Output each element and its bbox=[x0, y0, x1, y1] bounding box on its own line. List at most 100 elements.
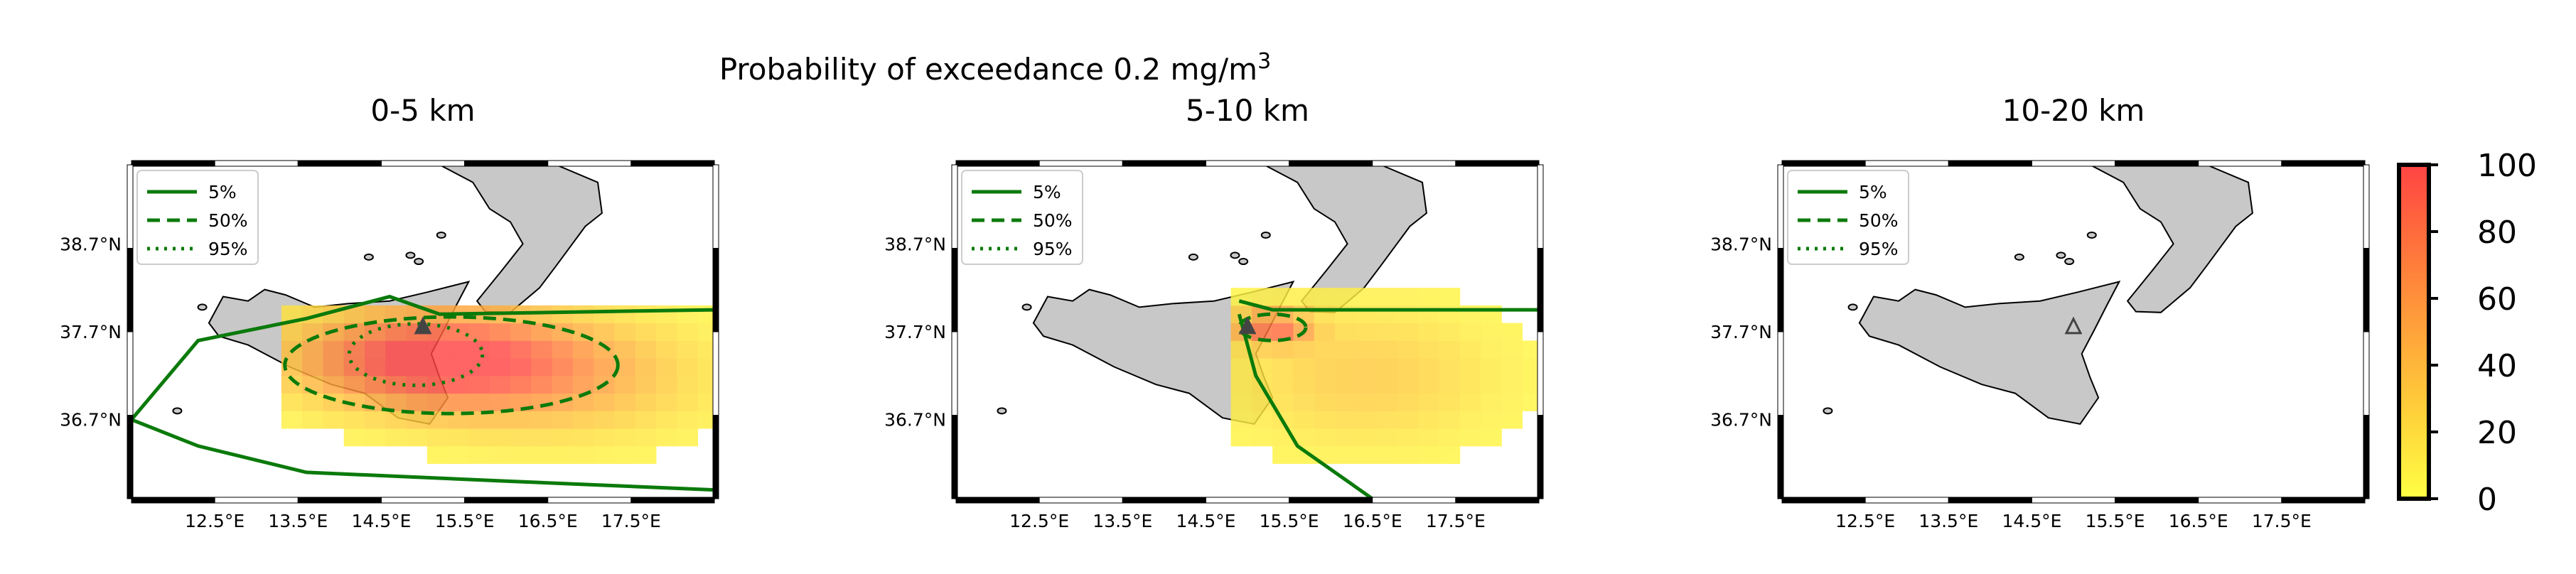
grid-cell bbox=[677, 358, 699, 377]
colorbar-tick-label: 100 bbox=[2477, 148, 2537, 184]
grid-cell bbox=[323, 411, 345, 429]
grid-cell bbox=[323, 358, 345, 377]
y-tick-label: 38.7°N bbox=[60, 234, 122, 254]
grid-cell bbox=[1293, 393, 1315, 411]
probability-grid bbox=[281, 305, 714, 465]
volcano-marker bbox=[1238, 316, 1257, 335]
grid-cell bbox=[1251, 340, 1273, 359]
y-tick-label: 38.7°N bbox=[1710, 234, 1772, 254]
y-tick-label: 36.7°N bbox=[60, 410, 122, 430]
contour-5pct bbox=[132, 294, 714, 492]
x-tick-label: 17.5°E bbox=[1426, 511, 1486, 531]
island bbox=[2086, 231, 2097, 239]
colorbar-gradient bbox=[2397, 163, 2431, 501]
y-tick-label: 37.7°N bbox=[60, 322, 122, 342]
grid-cell bbox=[406, 428, 428, 447]
contour-95pct bbox=[347, 322, 485, 387]
grid-cell bbox=[448, 358, 469, 377]
grid-cell bbox=[552, 305, 574, 324]
volcano-marker bbox=[2064, 316, 2083, 335]
grid-cell bbox=[677, 393, 699, 411]
grid-cell bbox=[1272, 340, 1294, 359]
volcano-marker bbox=[414, 316, 432, 335]
grid-cell bbox=[1459, 358, 1481, 377]
grid-cell bbox=[323, 375, 345, 394]
y-tick-label: 37.7°N bbox=[1710, 322, 1772, 342]
grid-cell bbox=[1335, 288, 1356, 306]
x-tick-label: 16.5°E bbox=[1343, 511, 1402, 531]
grid-cell bbox=[365, 305, 386, 324]
grid-cell bbox=[1459, 323, 1481, 341]
grid-cell bbox=[614, 375, 636, 394]
grid-cell bbox=[489, 428, 511, 447]
land-calabria bbox=[2065, 165, 2253, 313]
island bbox=[197, 303, 208, 311]
x-tick-label: 16.5°E bbox=[2169, 511, 2228, 531]
x-tick-label: 12.5°E bbox=[1009, 511, 1069, 531]
grid-cell bbox=[281, 411, 303, 429]
grid-cell bbox=[697, 375, 714, 394]
grid-cell bbox=[594, 305, 615, 324]
panel-title: 10-20 km bbox=[2002, 93, 2145, 128]
grid-cell bbox=[697, 340, 714, 359]
colorbar-tick-label: 20 bbox=[2477, 415, 2517, 451]
grid-cell bbox=[385, 358, 407, 377]
grid-cell bbox=[614, 445, 636, 465]
legend-label: 5% bbox=[208, 182, 237, 202]
grid-cell bbox=[656, 323, 677, 341]
contour-5pct bbox=[1237, 299, 1539, 499]
grid-cell bbox=[1459, 340, 1481, 359]
colorbar-tick-label: 60 bbox=[2477, 281, 2517, 318]
grid-cell bbox=[1314, 323, 1336, 341]
grid-cell bbox=[448, 393, 469, 411]
grid-cell bbox=[1481, 428, 1502, 447]
grid-cell bbox=[697, 358, 714, 377]
grid-cell bbox=[1335, 411, 1356, 429]
grid-cell bbox=[510, 340, 532, 359]
grid-cell bbox=[1335, 445, 1356, 465]
grid-cell bbox=[697, 411, 714, 429]
grid-cell bbox=[510, 445, 532, 465]
legend-label: 95% bbox=[208, 239, 248, 259]
panel-2: 5-10 km 12.5°E 13.5°E 14.5°E 15.5°E 16.5°E 17.… bbox=[884, 93, 1544, 531]
grid-cell bbox=[1376, 411, 1398, 429]
grid-cell bbox=[614, 428, 636, 447]
grid-cell bbox=[614, 393, 636, 411]
grid-cell bbox=[510, 411, 532, 429]
grid-cell bbox=[572, 375, 594, 394]
grid-cell bbox=[1439, 375, 1461, 394]
grid-cell bbox=[1356, 393, 1378, 411]
grid-cell bbox=[385, 393, 407, 411]
legend-label: 5% bbox=[1033, 182, 1061, 202]
grid-cell bbox=[1230, 393, 1252, 411]
grid-cell bbox=[677, 411, 699, 429]
grid-cell bbox=[1481, 375, 1502, 394]
grid-cell bbox=[1335, 358, 1356, 377]
grid-cell bbox=[1481, 411, 1502, 429]
grid-cell bbox=[468, 375, 490, 394]
grid-cell bbox=[489, 393, 511, 411]
grid-cell bbox=[365, 428, 386, 447]
grid-cell bbox=[1439, 393, 1461, 411]
grid-cell bbox=[426, 445, 449, 465]
grid-cell bbox=[552, 375, 574, 394]
island bbox=[363, 253, 374, 261]
grid-cell bbox=[1397, 393, 1419, 411]
grid-cell bbox=[489, 411, 511, 429]
grid-cell bbox=[1376, 340, 1398, 359]
grid-cell bbox=[1314, 428, 1336, 447]
grid-cell bbox=[1293, 288, 1315, 306]
grid-cell bbox=[531, 393, 553, 411]
grid-cell bbox=[468, 323, 490, 341]
grid-cell bbox=[531, 445, 553, 465]
contour-50pct bbox=[1237, 312, 1308, 342]
legend: 5% 50% 95% bbox=[961, 170, 1083, 265]
legend-label: 50% bbox=[1033, 210, 1073, 231]
x-tick-label: 15.5°E bbox=[2086, 511, 2145, 531]
grid-cell bbox=[1356, 340, 1378, 359]
island bbox=[1847, 303, 1858, 311]
panel-title: 0-5 km bbox=[370, 93, 475, 128]
grid-cell bbox=[1397, 428, 1419, 447]
y-tick-label: 37.7°N bbox=[884, 322, 946, 342]
grid-cell bbox=[426, 340, 449, 359]
